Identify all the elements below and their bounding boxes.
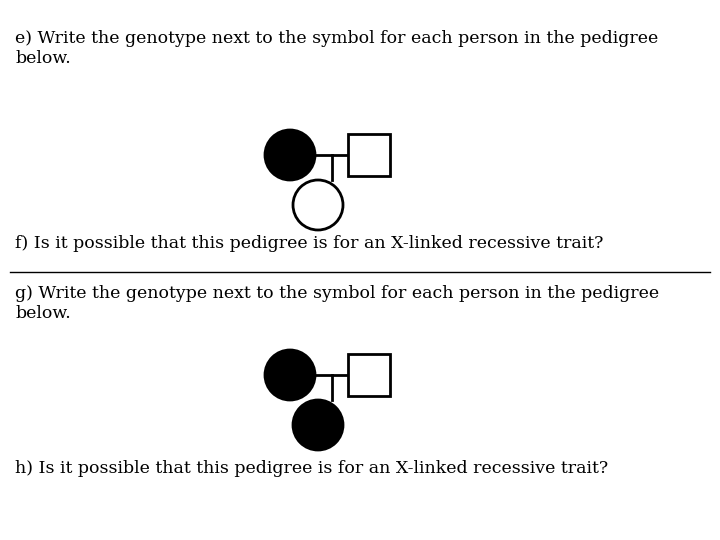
Circle shape (293, 180, 343, 230)
Text: h) Is it possible that this pedigree is for an X-linked recessive trait?: h) Is it possible that this pedigree is … (15, 460, 608, 477)
Circle shape (293, 400, 343, 450)
Circle shape (265, 130, 315, 180)
Text: f) Is it possible that this pedigree is for an X-linked recessive trait?: f) Is it possible that this pedigree is … (15, 235, 603, 252)
Text: g) Write the genotype next to the symbol for each person in the pedigree
below.: g) Write the genotype next to the symbol… (15, 285, 659, 322)
Bar (348, 134, 390, 176)
Circle shape (265, 350, 315, 400)
Text: e) Write the genotype next to the symbol for each person in the pedigree
below.: e) Write the genotype next to the symbol… (15, 30, 658, 66)
Bar (348, 354, 390, 396)
